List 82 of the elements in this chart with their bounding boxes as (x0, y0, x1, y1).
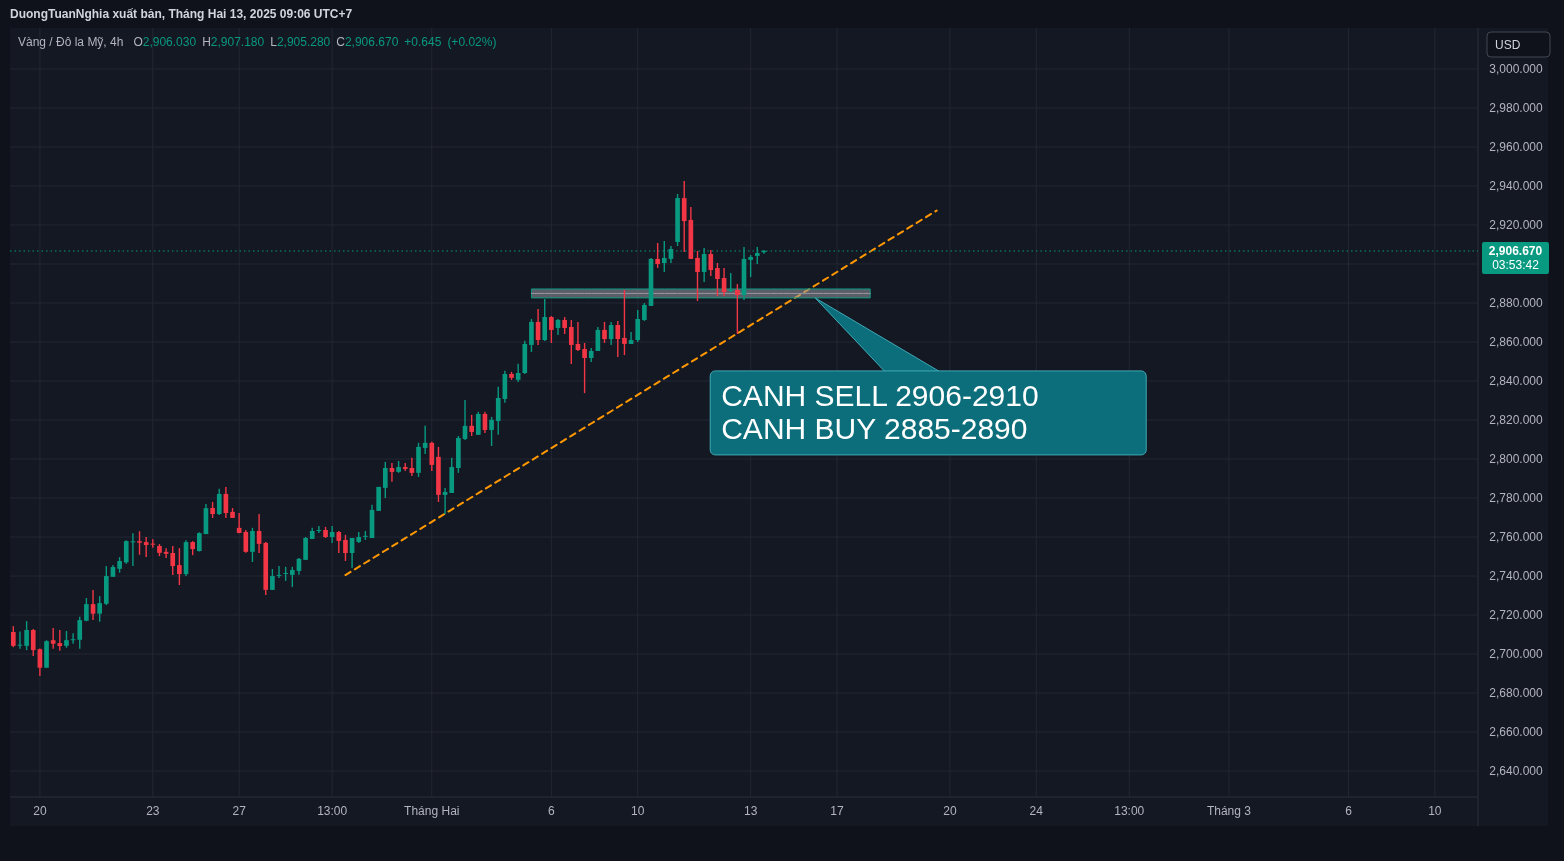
x-tick-label: 13 (743, 804, 758, 818)
candlestick (11, 625, 16, 648)
candlestick (429, 441, 435, 472)
x-tick-label: 6 (1345, 804, 1353, 818)
x-tick-label: 17 (830, 804, 844, 818)
candlestick (137, 530, 142, 556)
y-tick-label: 2,880.000 (1489, 296, 1544, 311)
y-tick-label: 2,780.000 (1489, 491, 1544, 506)
y-tick-label: 2,800.000 (1489, 452, 1544, 467)
y-tick-label: 2,660.000 (1489, 725, 1544, 740)
candlestick (735, 283, 740, 335)
x-tick-label: 13:00 (1114, 804, 1145, 818)
annotation: CANH SELL 2906-2910 CANH BUY 2885-2890 (721, 378, 1039, 445)
text: Vàng / Đô la Mỹ, 4h (18, 35, 124, 49)
y-tick-label: 2,860.000 (1489, 335, 1544, 350)
candlestick (655, 242, 660, 269)
candlestick (582, 342, 587, 394)
y-tick-label: 2,700.000 (1489, 647, 1544, 662)
y-tick-label: 2,940.000 (1489, 179, 1544, 194)
candlestick (77, 616, 83, 650)
candlestick (30, 628, 36, 657)
x-tick-label: 6 (548, 804, 556, 818)
x-tick-label: 10 (1428, 804, 1442, 818)
y-tick-label: 2,960.000 (1489, 140, 1544, 155)
x-tick-label: Tháng 3 (1206, 804, 1252, 818)
text: DuongTuanNghia xuất bản, Tháng Hai 13, 2025 09:06 UTC+7 (10, 7, 353, 21)
y-tick-label: 2,680.000 (1489, 686, 1544, 701)
candlestick (24, 620, 29, 651)
x-tick-label: 27 (232, 804, 247, 818)
y-tick-label: 2,740.000 (1489, 569, 1544, 584)
candlestick (529, 318, 534, 353)
candlestick (568, 319, 574, 365)
y-tick-label: 2,920.000 (1489, 218, 1544, 233)
y-tick-label: 2,720.000 (1489, 608, 1544, 623)
y-tick-label: 2,640.000 (1489, 764, 1544, 779)
y-tick-label: 3,000.000 (1489, 62, 1544, 77)
candlestick (495, 386, 501, 436)
candlestick (123, 539, 129, 565)
x-tick-label: 20 (943, 804, 957, 818)
x-tick-label: Tháng Hai (404, 804, 460, 818)
x-tick-label: 24 (1029, 804, 1044, 818)
candlestick (715, 262, 720, 297)
candlestick (90, 589, 96, 621)
candlestick (635, 309, 641, 343)
text: 03:53:42 (1492, 257, 1540, 272)
text: O2,906.030 H2,907.180 L2,905.280 C2,906.670 +0.645 (+0.02%) (133, 35, 497, 49)
candlestick (549, 315, 554, 344)
candlestick (542, 298, 548, 342)
candlestick (728, 272, 734, 293)
candlestick (289, 566, 295, 588)
candlestick (150, 538, 156, 549)
candlestick (695, 250, 700, 302)
x-tick-label: 20 (33, 804, 47, 818)
candlestick (216, 488, 222, 516)
candlestick (475, 411, 481, 436)
y-tick-label: 2,820.000 (1489, 413, 1544, 428)
candlestick (303, 536, 308, 561)
candlestick (681, 180, 687, 253)
candlestick (622, 289, 627, 356)
x-tick-label: 23 (146, 804, 160, 818)
candlestick (177, 547, 182, 586)
candlestick (382, 461, 388, 499)
candlestick (489, 416, 494, 447)
candlestick (170, 545, 176, 576)
candlestick (708, 249, 714, 277)
y-tick-label: 2,760.000 (1489, 530, 1544, 545)
x-tick-label: 13:00 (317, 804, 348, 818)
candlestick (243, 529, 249, 554)
candlestick (469, 414, 474, 437)
candlestick (602, 321, 607, 344)
candlestick (336, 530, 342, 554)
candlestick (748, 254, 753, 278)
candlestick (615, 320, 621, 358)
candlestick (270, 568, 275, 591)
candlestick (250, 527, 255, 563)
ref-line-label: 2,906.670 (1488, 243, 1543, 258)
candlestick (97, 595, 102, 623)
y-tick-label: 2,980.000 (1489, 101, 1544, 116)
y-tick-label: 2,840.000 (1489, 374, 1544, 389)
text: USD (1495, 38, 1521, 52)
candlestick (343, 534, 348, 562)
x-tick-label: 10 (631, 804, 645, 818)
